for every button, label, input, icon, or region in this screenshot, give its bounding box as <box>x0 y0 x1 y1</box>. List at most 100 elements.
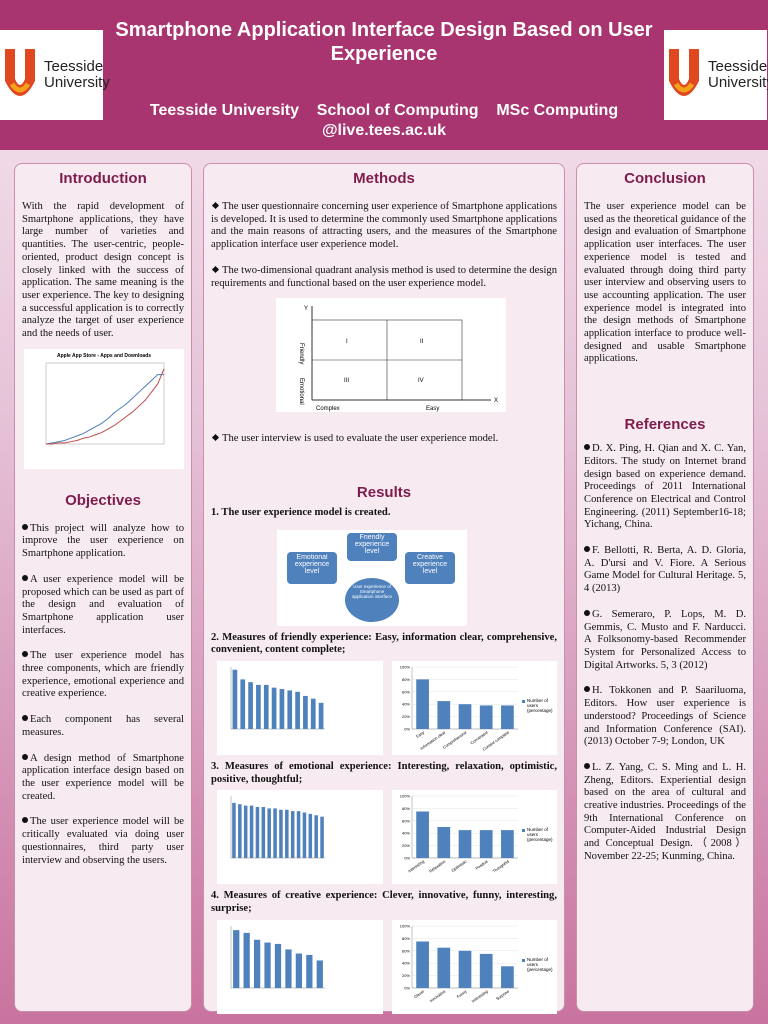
bar <box>279 810 283 859</box>
node-label: User experience of Smartphone applicatio… <box>351 583 393 599</box>
logo-text: Teesside University <box>44 58 110 91</box>
left-column: Introduction With the rapid development … <box>14 163 192 1012</box>
bar <box>264 942 271 988</box>
bar <box>302 812 307 859</box>
legend-text: Number of users (percentage) <box>526 956 553 972</box>
quadrant-label: III <box>344 378 349 384</box>
bullet <box>584 762 590 769</box>
bar <box>479 705 493 730</box>
y-tick-label: 100% <box>399 794 410 799</box>
bar <box>310 698 316 730</box>
x-tick-label: Surprise <box>494 988 510 1001</box>
bar <box>296 811 301 859</box>
reference-list: D. X. Ping, H. Qian and X. C. Yan, Edito… <box>584 443 746 863</box>
axis-label: Complex <box>316 406 340 412</box>
y-tick-label: 20% <box>401 973 409 978</box>
logo-mark <box>5 49 35 96</box>
list-item: The user experience model has three comp… <box>22 650 184 701</box>
logo: Teesside University <box>664 30 768 120</box>
bullet <box>22 523 28 530</box>
bar <box>500 830 514 859</box>
item-text: A user experience model will be proposed… <box>22 573 184 636</box>
y-tick-label: 0% <box>404 727 410 732</box>
y-tick-label: 20% <box>401 844 409 849</box>
list-item: The user experience model will be critic… <box>22 816 184 867</box>
bar <box>285 949 292 988</box>
x-tick-label: Thoughtful <box>491 859 509 874</box>
node-label: Emotional experience level <box>294 553 330 575</box>
logo: Teesside University <box>0 30 110 120</box>
item-text: A design method of Smartphone applicatio… <box>22 752 184 802</box>
bullet <box>22 817 28 824</box>
bar <box>306 954 313 988</box>
bullet <box>22 715 28 722</box>
axis-label: Friendly <box>298 343 304 364</box>
paragraph: The user experience model can be used as… <box>584 201 746 365</box>
axis-label: Y <box>304 306 308 312</box>
legend: Number of users (percentage) <box>526 956 553 972</box>
x-tick-label: Positive <box>474 859 489 872</box>
bar <box>436 947 450 988</box>
list-item: G. Semeraro, P. Lops, M. D. Gemmis, C. M… <box>584 609 746 673</box>
bar-chart <box>217 790 383 885</box>
method-item: The user questionnaire concerning user e… <box>211 201 557 252</box>
method-item: The two-dimensional quadrant analysis me… <box>211 265 557 290</box>
item-text: G. Semeraro, P. Lops, M. D. Gemmis, C. M… <box>584 608 746 671</box>
bar <box>458 830 471 859</box>
bar <box>273 808 277 859</box>
bar <box>318 702 324 730</box>
node <box>287 551 337 584</box>
bar <box>274 943 282 988</box>
bar <box>479 953 493 988</box>
legend: Number of users (percentage) <box>526 698 553 714</box>
bullet <box>22 574 28 581</box>
bar <box>320 817 324 859</box>
heading: Conclusion <box>624 170 706 187</box>
axis-label: Emotional <box>298 378 304 405</box>
list-item: H. Tokkonen and P. Saariluoma, Editors. … <box>584 685 746 749</box>
bar <box>233 929 240 988</box>
bar <box>316 960 323 988</box>
bullet <box>22 753 28 760</box>
item-text: F. Bellotti, R. Berta, A. D. Gloria, A. … <box>584 545 746 595</box>
right-column: Conclusion The user experience model can… <box>576 163 754 1012</box>
bar <box>479 830 493 859</box>
y-tick-label: 60% <box>401 819 409 824</box>
paragraph: With the rapid development of Smartphone… <box>22 201 184 340</box>
y-tick-label: 40% <box>401 702 409 707</box>
node <box>347 532 397 561</box>
heading: Objectives <box>65 491 141 509</box>
item-text: The user experience model will be critic… <box>22 816 184 866</box>
item-text: L. Z. Yang, C. S. Ming and L. H. Zheng, … <box>584 761 746 862</box>
node <box>405 551 455 584</box>
header: Teesside University Teesside University … <box>0 0 768 150</box>
bullet <box>584 444 590 451</box>
heading: Methods <box>353 170 415 187</box>
bar <box>248 682 253 730</box>
item-text: The user experience model has three comp… <box>22 650 184 700</box>
bar <box>308 814 313 859</box>
bar-chart: 0% 20% 40% 60% 80% 100% Interesting Relaxation O… <box>391 790 557 885</box>
quadrant-label: II <box>420 339 424 345</box>
legend-text: Number of users (percentage) <box>526 698 553 714</box>
node <box>345 577 399 622</box>
y-tick-label: 80% <box>401 806 409 811</box>
bar <box>415 941 429 988</box>
method-text: The user interview is used to evaluate t… <box>222 433 499 445</box>
bar <box>303 695 308 730</box>
list-item: L. Z. Yang, C. S. Ming and L. H. Zheng, … <box>584 762 746 864</box>
x-tick-label: Optimistic <box>450 859 467 873</box>
heading: Results <box>356 483 412 501</box>
x-tick-label: Interesting <box>406 859 424 874</box>
bar-chart <box>217 919 383 1014</box>
list-item: A design method of Smartphone applicatio… <box>22 753 184 804</box>
x-tick-label: Funny <box>455 989 467 999</box>
y-tick-label: 40% <box>401 831 409 836</box>
figure-row: 0% 20% 40% 60% 80% 100% Easy Information clear C… <box>217 661 557 756</box>
figure-row: 0% 20% 40% 60% 80% 100% Interesting Relaxation O… <box>217 790 557 885</box>
bullet <box>22 651 28 658</box>
bullet <box>584 609 590 616</box>
bar <box>295 691 300 730</box>
poster-title: Smartphone Application Interface Design … <box>115 19 653 65</box>
bar <box>279 689 285 730</box>
